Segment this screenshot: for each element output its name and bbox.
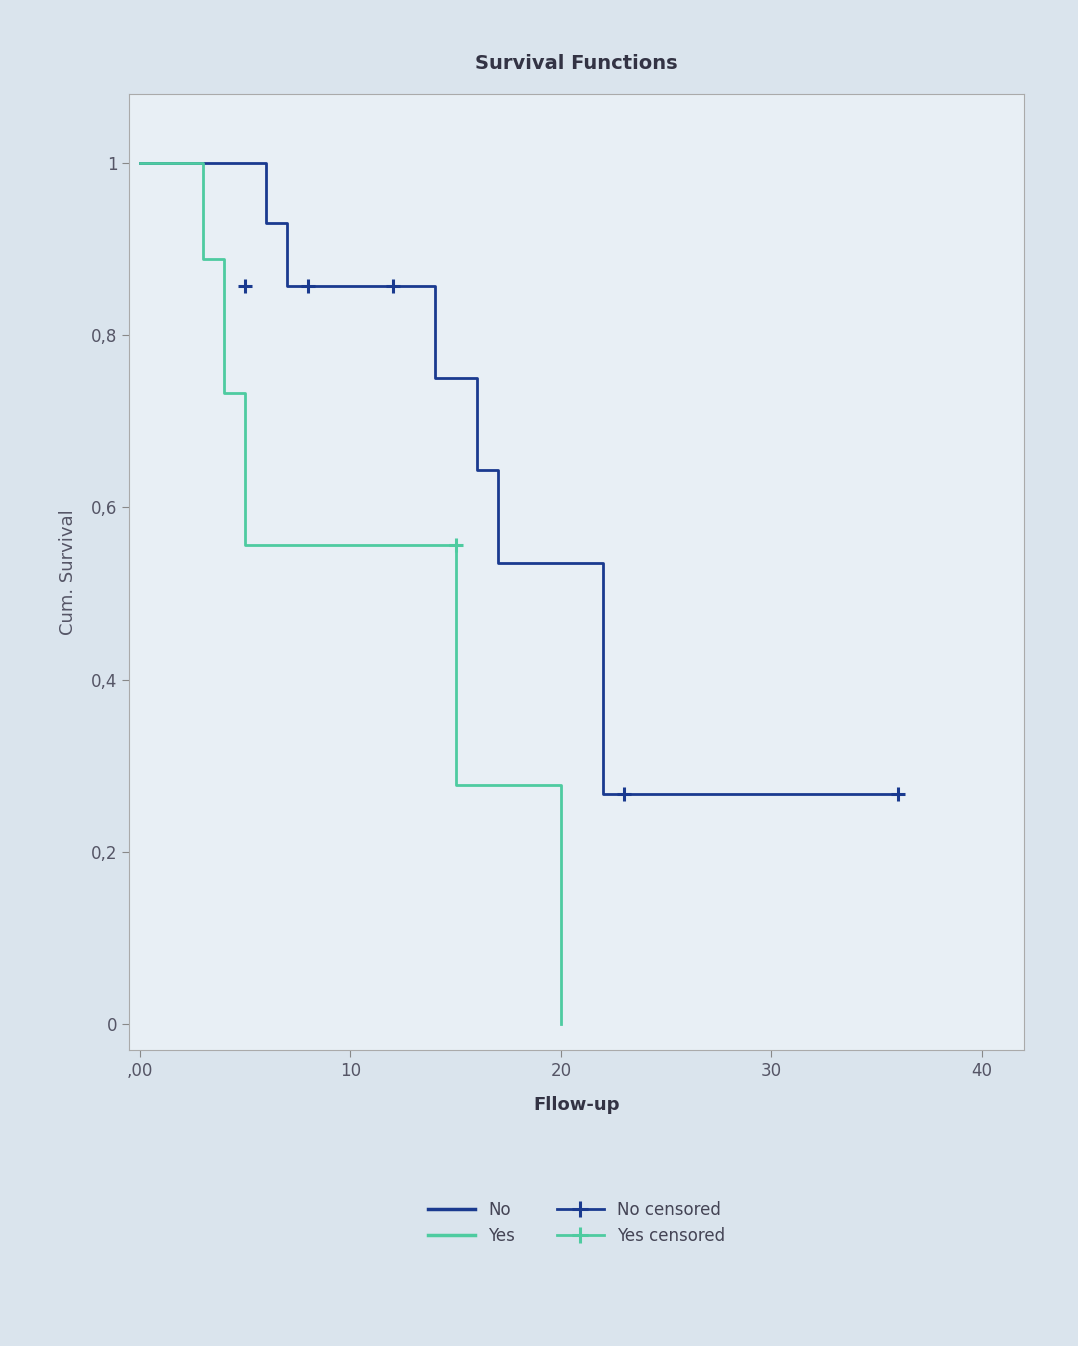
Legend: No, Yes, No censored, Yes censored: No, Yes, No censored, Yes censored xyxy=(421,1194,732,1252)
Title: Survival Functions: Survival Functions xyxy=(475,54,678,73)
X-axis label: Fllow-up: Fllow-up xyxy=(534,1097,620,1114)
Y-axis label: Cum. Survival: Cum. Survival xyxy=(59,509,78,635)
